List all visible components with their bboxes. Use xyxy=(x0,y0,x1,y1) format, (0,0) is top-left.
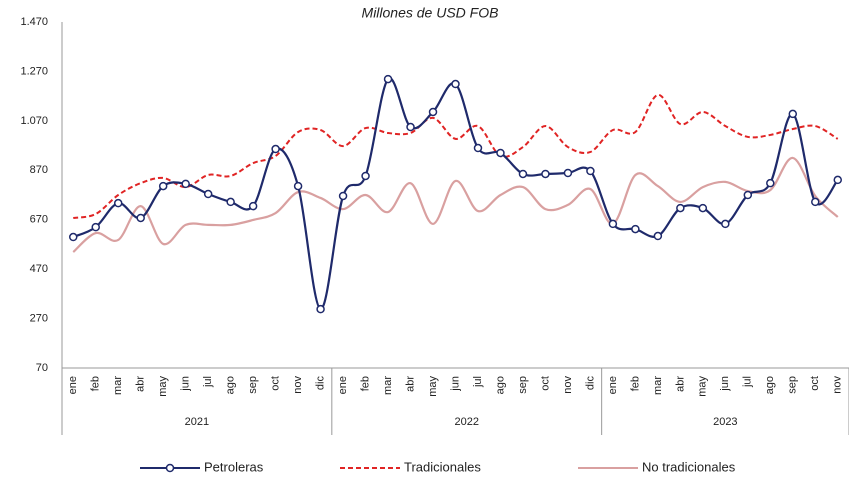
point-marker xyxy=(833,175,843,185)
x-tick-label: mar xyxy=(112,376,124,395)
point-marker xyxy=(743,190,753,200)
x-tick-label: jul xyxy=(202,376,214,388)
point-marker xyxy=(316,304,325,314)
point-marker xyxy=(181,179,190,189)
x-tick-label: jun xyxy=(719,376,731,392)
point-marker xyxy=(361,171,370,181)
point-marker xyxy=(541,169,550,179)
x-tick-label: dic xyxy=(314,376,326,391)
x-tick-label: sep xyxy=(517,376,529,394)
group-label: 2023 xyxy=(713,416,737,428)
x-tick-label: abr xyxy=(404,376,416,392)
x-tick-label: feb xyxy=(359,376,371,391)
x-tick-label: jul xyxy=(472,376,484,388)
x-tick-label: oct xyxy=(539,376,551,391)
x-tick-label: ene xyxy=(67,376,79,394)
point-marker xyxy=(586,166,595,176)
point-marker xyxy=(226,197,235,207)
x-tick-label: abr xyxy=(135,376,147,392)
x-tick-label: feb xyxy=(629,376,641,391)
x-tick-label: mar xyxy=(382,376,394,395)
series-line xyxy=(72,77,839,311)
y-tick-label: 470 xyxy=(30,263,48,275)
chart-title: Millones de USD FOB xyxy=(362,5,499,21)
y-tick-label: 1.070 xyxy=(20,115,48,127)
x-tick-label: jul xyxy=(742,376,754,388)
x-tick-label: sep xyxy=(787,376,799,394)
legend-label: Petroleras xyxy=(204,459,264,474)
y-tick-label: 70 xyxy=(36,362,48,374)
point-marker xyxy=(766,178,775,188)
point-marker xyxy=(113,198,123,208)
series-line xyxy=(72,156,839,253)
x-tick-label: may xyxy=(697,376,709,397)
point-marker xyxy=(811,197,820,207)
series-line xyxy=(73,93,839,219)
point-marker xyxy=(158,181,168,191)
x-tick-label: dic xyxy=(584,376,596,391)
y-tick-label: 1.470 xyxy=(20,16,48,28)
x-tick-label: oct xyxy=(270,376,282,391)
x-tick-label: nov xyxy=(292,376,304,394)
x-tick-label: ene xyxy=(337,376,349,394)
group-label: 2022 xyxy=(455,416,479,428)
y-tick-label: 1.270 xyxy=(20,65,48,77)
x-tick-label: mar xyxy=(652,376,664,395)
point-marker xyxy=(631,224,640,234)
y-tick-label: 670 xyxy=(30,214,48,226)
point-marker xyxy=(338,191,348,201)
legend-label: Tradicionales xyxy=(404,459,481,474)
x-tick-label: ago xyxy=(764,376,776,394)
x-tick-label: nov xyxy=(832,376,844,394)
point-marker xyxy=(518,169,528,179)
point-marker xyxy=(721,219,730,229)
x-tick-label: ago xyxy=(494,376,506,394)
group-label: 2021 xyxy=(185,416,209,428)
point-marker xyxy=(608,219,618,229)
x-tick-label: ago xyxy=(225,376,237,394)
point-marker xyxy=(203,189,213,199)
x-tick-label: jun xyxy=(180,376,192,392)
y-tick-label: 270 xyxy=(30,312,48,324)
x-tick-label: oct xyxy=(809,376,821,391)
legend-label: No tradicionales xyxy=(642,459,736,474)
x-tick-label: may xyxy=(427,376,439,397)
point-marker xyxy=(68,232,78,242)
point-marker xyxy=(676,203,685,213)
y-tick-label: 870 xyxy=(30,164,48,176)
x-tick-label: ene xyxy=(607,376,619,394)
point-marker xyxy=(383,74,393,84)
point-marker xyxy=(451,79,460,89)
point-marker xyxy=(496,148,505,158)
point-marker xyxy=(653,231,663,241)
point-marker xyxy=(406,122,415,132)
point-marker xyxy=(698,203,708,213)
point-marker xyxy=(293,181,303,191)
x-tick-label: nov xyxy=(562,376,574,394)
point-marker xyxy=(788,109,798,119)
point-marker xyxy=(136,213,145,223)
point-marker xyxy=(271,144,280,154)
point-marker xyxy=(248,201,258,211)
point-marker xyxy=(563,168,573,178)
x-tick-label: sep xyxy=(247,376,259,394)
x-tick-label: abr xyxy=(674,376,686,392)
legend-marker xyxy=(165,463,175,473)
x-tick-label: jun xyxy=(449,376,461,392)
point-marker xyxy=(473,143,483,153)
point-marker xyxy=(428,107,438,117)
x-tick-label: may xyxy=(157,376,169,397)
point-marker xyxy=(91,222,100,232)
x-tick-label: feb xyxy=(90,376,102,391)
